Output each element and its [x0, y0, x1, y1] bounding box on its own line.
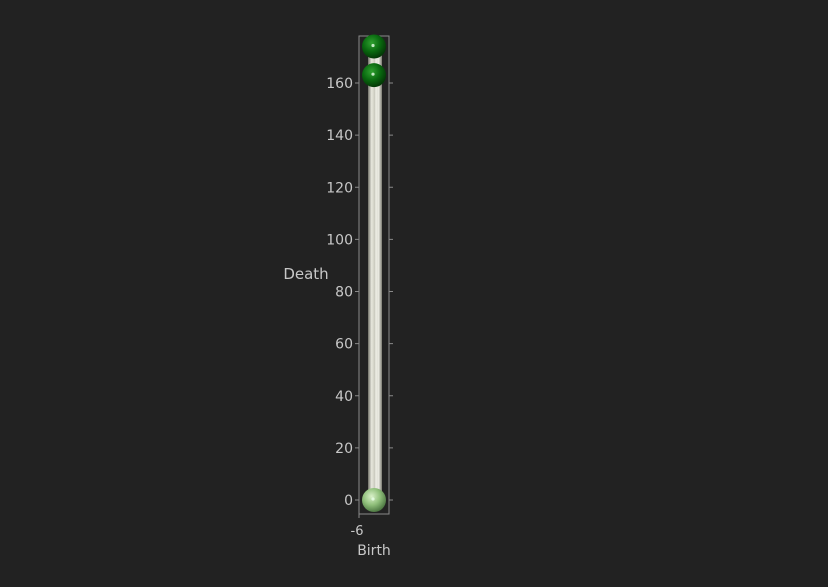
point-highlight: [371, 72, 375, 76]
x-axis-label: Birth: [357, 543, 391, 559]
y-tick-label: 20: [335, 441, 353, 457]
y-tick-label: 120: [326, 180, 353, 196]
persistence-tube: [368, 46, 382, 500]
x-tick-label: -6: [351, 524, 364, 539]
y-axis-label: Death: [283, 265, 328, 283]
y-tick-label: 80: [335, 285, 353, 301]
axis-labels: Death Birth: [283, 265, 390, 559]
axes: 0 20 40 60 80 100 120 140 160 -6: [326, 35, 393, 539]
plot-area: [362, 34, 386, 512]
y-tick-label: 40: [335, 389, 353, 405]
y-tick-label: 140: [326, 128, 353, 144]
point-highlight: [371, 497, 375, 501]
y-tick-label: 100: [326, 232, 353, 248]
point-highlight: [371, 43, 375, 48]
y-tick-label: 160: [326, 76, 353, 92]
y-tick-label: 60: [335, 337, 353, 353]
y-tick-label: 0: [344, 493, 353, 509]
